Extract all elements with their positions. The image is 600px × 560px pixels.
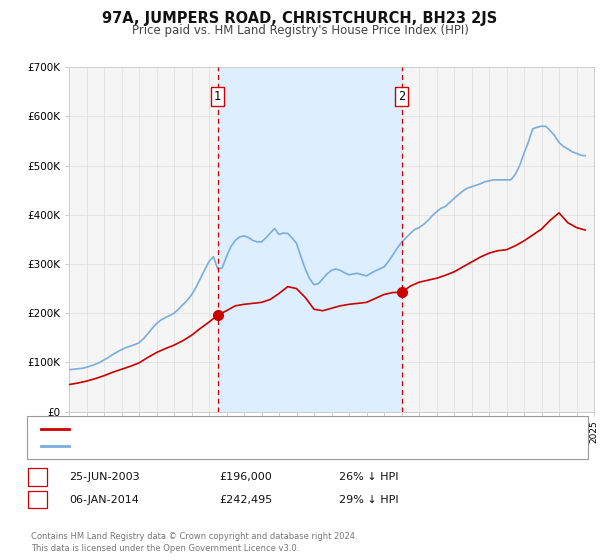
Text: Price paid vs. HM Land Registry's House Price Index (HPI): Price paid vs. HM Land Registry's House … [131, 24, 469, 36]
Text: 1: 1 [214, 90, 221, 103]
Text: 2: 2 [34, 494, 41, 505]
Text: 25-JUN-2003: 25-JUN-2003 [69, 472, 140, 482]
Bar [218, 67, 402, 412]
Text: 06-JAN-2014: 06-JAN-2014 [69, 494, 139, 505]
Text: 26% ↓ HPI: 26% ↓ HPI [339, 472, 398, 482]
Text: 97A, JUMPERS ROAD, CHRISTCHURCH, BH23 2JS: 97A, JUMPERS ROAD, CHRISTCHURCH, BH23 2J… [103, 11, 497, 26]
Text: HPI: Average price, detached house, Bournemouth Christchurch and Poole: HPI: Average price, detached house, Bour… [76, 441, 440, 451]
Text: Contains HM Land Registry data © Crown copyright and database right 2024.
This d: Contains HM Land Registry data © Crown c… [31, 533, 358, 553]
Text: 1: 1 [34, 472, 41, 482]
Text: £196,000: £196,000 [219, 472, 272, 482]
Text: 29% ↓ HPI: 29% ↓ HPI [339, 494, 398, 505]
Text: £242,495: £242,495 [219, 494, 272, 505]
Text: 2: 2 [398, 90, 406, 103]
Text: 97A, JUMPERS ROAD, CHRISTCHURCH, BH23 2JS (detached house): 97A, JUMPERS ROAD, CHRISTCHURCH, BH23 2J… [76, 423, 400, 433]
